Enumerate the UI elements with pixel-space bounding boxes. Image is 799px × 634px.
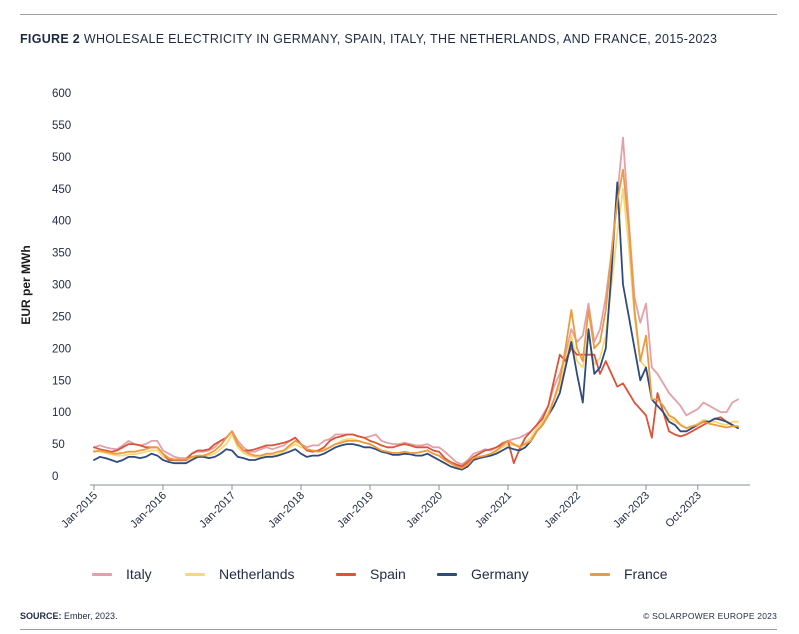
source-label: SOURCE:: [20, 611, 62, 621]
legend-item-germany: Germany: [437, 566, 529, 582]
y-tick-label: 100: [52, 407, 71, 419]
figure-label: FIGURE 2: [20, 32, 81, 46]
legend-item-italy: Italy: [92, 566, 152, 582]
y-tick-label: 300: [52, 280, 71, 292]
legend-label: Italy: [126, 566, 152, 582]
x-tick-label: Jan-2023: [611, 490, 652, 531]
x-tick-label: Jan-2019: [335, 490, 376, 531]
chart-legend: Italy Netherlands Spain Germany France: [92, 566, 732, 586]
figure-title: FIGURE 2 WHOLESALE ELECTRICITY IN GERMAN…: [20, 32, 717, 46]
legend-item-netherlands: Netherlands: [185, 566, 295, 582]
legend-swatch: [336, 572, 356, 576]
legend-item-france: France: [590, 566, 668, 582]
legend-swatch: [590, 572, 610, 576]
x-tick-label: Jan-2018: [266, 490, 307, 531]
legend-label: Netherlands: [219, 566, 295, 582]
series-line-germany: [93, 181, 739, 471]
y-tick-label: 150: [52, 375, 71, 387]
x-tick-label: Jan-2022: [542, 490, 583, 531]
legend-label: Germany: [471, 566, 529, 582]
series-line-italy: [93, 136, 739, 466]
y-axis-title: EUR per MWh: [19, 245, 33, 324]
series-line-spain: [93, 347, 739, 468]
source-note: SOURCE: Ember, 2023.: [20, 611, 118, 621]
y-tick-label: 250: [52, 311, 71, 323]
source-text: Ember, 2023.: [64, 611, 118, 621]
x-tick-label: Jan-2016: [128, 490, 169, 531]
series-line-netherlands: [93, 187, 739, 470]
x-tick-label: Oct-2023: [663, 490, 703, 530]
legend-swatch: [185, 572, 205, 576]
y-tick-label: 600: [52, 88, 71, 100]
x-tick-label: Jan-2015: [59, 490, 100, 531]
x-tick-label: Jan-2020: [404, 490, 445, 531]
y-tick-label: 50: [52, 439, 65, 451]
y-tick-label: 550: [52, 120, 71, 132]
legend-swatch: [437, 572, 457, 576]
y-tick-label: 0: [52, 471, 58, 483]
copyright-note: © SOLARPOWER EUROPE 2023: [643, 611, 777, 621]
y-tick-label: 350: [52, 248, 71, 260]
legend-label: Spain: [370, 566, 406, 582]
y-tick-label: 200: [52, 343, 71, 355]
legend-swatch: [92, 572, 112, 576]
legend-label: France: [624, 566, 668, 582]
x-tick-label: Jan-2021: [473, 490, 514, 531]
series-line-france: [93, 168, 739, 470]
x-tick-label: Jan-2017: [197, 490, 238, 531]
bottom-rule: [20, 629, 777, 630]
figure-title-text: WHOLESALE ELECTRICITY IN GERMANY, SPAIN,…: [83, 32, 718, 46]
top-rule: [20, 14, 777, 15]
y-tick-label: 500: [52, 152, 71, 164]
legend-item-spain: Spain: [336, 566, 406, 582]
y-tick-label: 450: [52, 184, 71, 196]
y-tick-label: 400: [52, 216, 71, 228]
